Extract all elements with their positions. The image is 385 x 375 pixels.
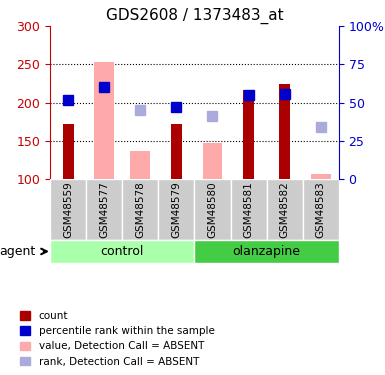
Bar — [203, 143, 223, 179]
Bar — [94, 62, 114, 179]
Bar — [243, 90, 254, 179]
Bar — [63, 124, 74, 179]
Bar — [303, 179, 339, 240]
Text: olanzapine: olanzapine — [233, 245, 301, 258]
Text: agent: agent — [0, 245, 36, 258]
Bar — [279, 84, 290, 179]
Bar — [231, 179, 266, 240]
Title: GDS2608 / 1373483_at: GDS2608 / 1373483_at — [105, 7, 283, 24]
Text: GSM48583: GSM48583 — [316, 182, 326, 238]
Text: GSM48559: GSM48559 — [63, 182, 73, 238]
Text: GSM48582: GSM48582 — [280, 182, 290, 238]
Text: control: control — [100, 245, 144, 258]
Bar — [158, 179, 194, 240]
Legend: count, percentile rank within the sample, value, Detection Call = ABSENT, rank, : count, percentile rank within the sample… — [17, 308, 218, 370]
Bar — [194, 240, 339, 262]
Bar — [86, 179, 122, 240]
Bar — [311, 174, 331, 179]
Text: GSM48581: GSM48581 — [244, 182, 254, 238]
Text: GSM48580: GSM48580 — [208, 182, 218, 238]
Bar — [131, 151, 150, 179]
Bar — [50, 179, 86, 240]
Bar — [266, 179, 303, 240]
Text: GSM48579: GSM48579 — [171, 182, 181, 238]
Text: GSM48578: GSM48578 — [135, 182, 145, 238]
Bar — [171, 124, 182, 179]
Text: GSM48577: GSM48577 — [99, 182, 109, 238]
Bar — [194, 179, 231, 240]
Bar — [122, 179, 158, 240]
Bar — [50, 240, 194, 262]
